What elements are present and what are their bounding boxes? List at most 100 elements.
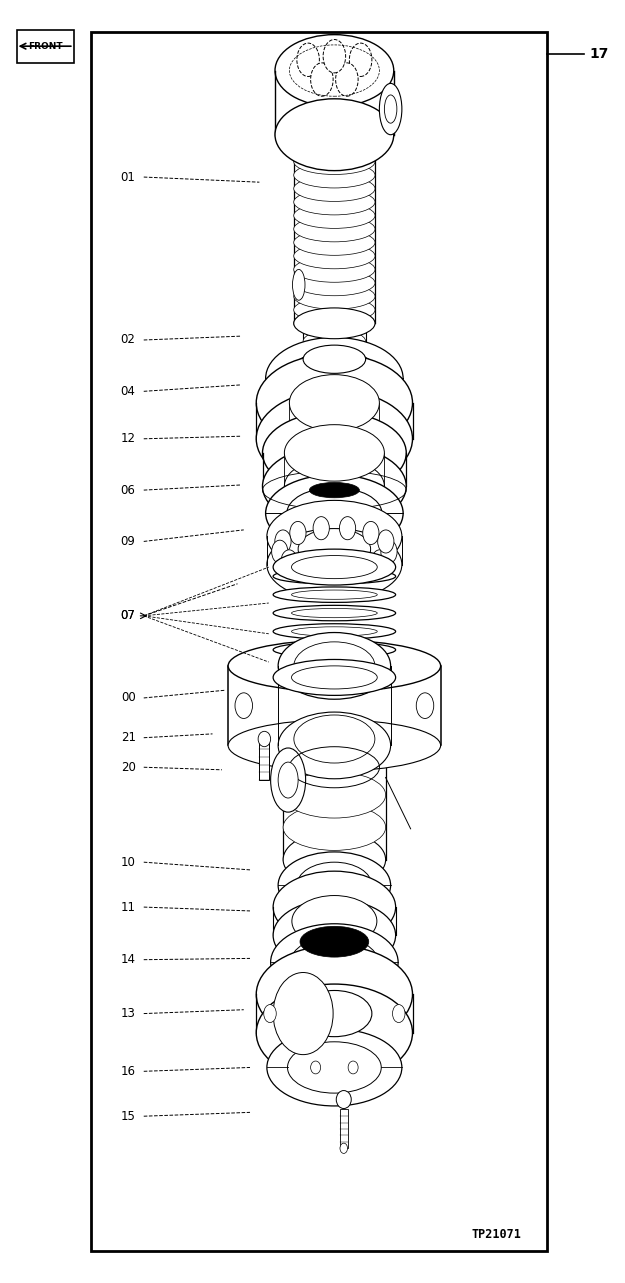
Ellipse shape [381,540,397,563]
Ellipse shape [294,310,375,336]
Ellipse shape [416,693,434,718]
Ellipse shape [273,659,396,695]
Ellipse shape [362,521,379,544]
Ellipse shape [273,871,396,943]
Ellipse shape [311,63,333,96]
Ellipse shape [309,482,359,498]
Ellipse shape [294,176,375,201]
Bar [91,32,547,1251]
Ellipse shape [228,720,441,771]
Ellipse shape [275,99,394,171]
Text: 02: 02 [121,334,136,346]
Ellipse shape [326,559,342,582]
Ellipse shape [273,586,396,603]
Text: 14: 14 [121,953,136,966]
Ellipse shape [273,661,396,676]
Ellipse shape [281,550,298,574]
Ellipse shape [288,350,381,407]
Ellipse shape [323,40,346,73]
Ellipse shape [256,984,412,1082]
Text: 17: 17 [589,47,609,60]
Text: 20: 20 [121,761,136,774]
Ellipse shape [294,149,375,174]
Ellipse shape [294,298,375,323]
Ellipse shape [294,136,375,160]
Text: 15: 15 [121,1110,136,1123]
Ellipse shape [284,425,384,481]
Ellipse shape [264,1005,276,1023]
Ellipse shape [313,517,329,540]
Ellipse shape [292,896,377,947]
Ellipse shape [267,500,402,572]
Ellipse shape [348,1061,358,1074]
Ellipse shape [379,83,402,135]
Ellipse shape [378,530,394,553]
Ellipse shape [278,762,298,798]
Ellipse shape [272,540,288,563]
Ellipse shape [339,517,356,540]
Ellipse shape [283,804,386,851]
Ellipse shape [256,354,412,452]
Ellipse shape [294,122,375,148]
Ellipse shape [288,1042,381,1093]
Ellipse shape [278,852,391,919]
Ellipse shape [275,35,394,106]
Ellipse shape [271,748,306,812]
Ellipse shape [297,990,372,1037]
Ellipse shape [300,926,369,957]
Ellipse shape [273,642,396,658]
Ellipse shape [278,712,391,779]
Ellipse shape [271,924,398,1001]
Ellipse shape [311,1061,321,1074]
Text: 12: 12 [121,432,136,445]
Ellipse shape [289,411,379,467]
Text: 01: 01 [121,171,136,183]
Ellipse shape [273,899,396,971]
Ellipse shape [262,412,406,494]
Ellipse shape [275,530,291,553]
Text: 21: 21 [121,731,136,744]
Ellipse shape [273,973,333,1055]
FancyBboxPatch shape [17,30,74,63]
Ellipse shape [273,606,396,621]
Bar [340,1109,348,1148]
Ellipse shape [283,831,386,888]
Ellipse shape [289,375,379,431]
Text: TP21071: TP21071 [472,1228,522,1241]
Text: 16: 16 [121,1065,136,1078]
Text: 07: 07 [121,609,136,622]
Ellipse shape [267,529,402,600]
Bar [228,666,441,745]
Text: FRONT: FRONT [28,41,63,51]
Ellipse shape [294,242,375,269]
Ellipse shape [336,1091,351,1109]
Ellipse shape [303,330,366,353]
Ellipse shape [292,269,305,300]
Ellipse shape [228,640,441,692]
Ellipse shape [273,549,396,585]
Ellipse shape [298,529,371,570]
Ellipse shape [262,445,406,527]
Text: 04: 04 [121,385,136,398]
Ellipse shape [273,568,396,584]
Ellipse shape [301,557,317,580]
Ellipse shape [266,475,403,552]
Ellipse shape [287,488,382,539]
Ellipse shape [294,216,375,241]
Ellipse shape [291,937,378,988]
Ellipse shape [266,337,403,420]
Ellipse shape [392,1005,405,1023]
Ellipse shape [294,230,375,255]
Ellipse shape [284,458,384,514]
Ellipse shape [297,862,372,908]
Ellipse shape [294,284,375,309]
Ellipse shape [278,633,391,699]
Ellipse shape [303,345,366,373]
Text: 10: 10 [121,856,136,869]
Ellipse shape [294,203,375,228]
Ellipse shape [294,163,375,187]
Ellipse shape [371,550,388,574]
Text: 07: 07 [121,609,136,622]
Ellipse shape [297,44,319,77]
Ellipse shape [267,1029,402,1106]
